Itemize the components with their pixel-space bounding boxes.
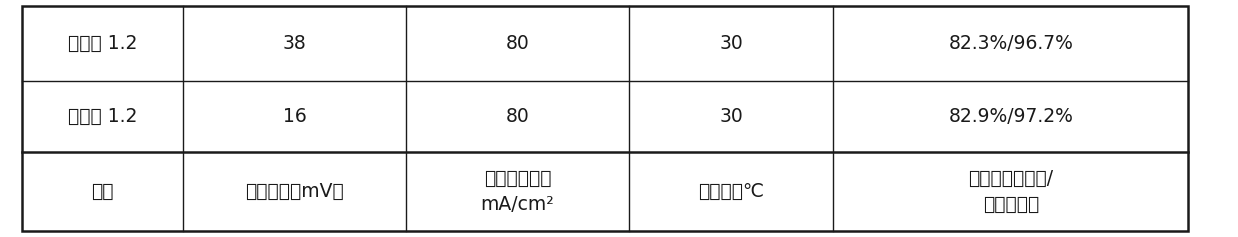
Text: 80: 80 [505,107,530,126]
Text: 82.9%/97.2%: 82.9%/97.2% [948,107,1073,126]
Text: 试验温度℃: 试验温度℃ [698,182,764,201]
Text: 项目: 项目 [92,182,114,201]
Text: 实施例 1.2: 实施例 1.2 [68,107,137,126]
Text: 对比例 1.2: 对比例 1.2 [68,34,137,53]
Text: 电压极差（mV）: 电压极差（mV） [245,182,344,201]
Text: 16: 16 [282,107,307,126]
Text: 82.3%/96.7%: 82.3%/96.7% [948,34,1073,53]
Text: 性能（能量效率/
库伦效率）: 性能（能量效率/ 库伦效率） [968,169,1054,214]
Text: 38: 38 [282,34,307,53]
Text: 30: 30 [719,34,743,53]
Text: 工作电流密度
mA/cm²: 工作电流密度 mA/cm² [480,169,555,214]
Text: 80: 80 [505,34,530,53]
Text: 30: 30 [719,107,743,126]
